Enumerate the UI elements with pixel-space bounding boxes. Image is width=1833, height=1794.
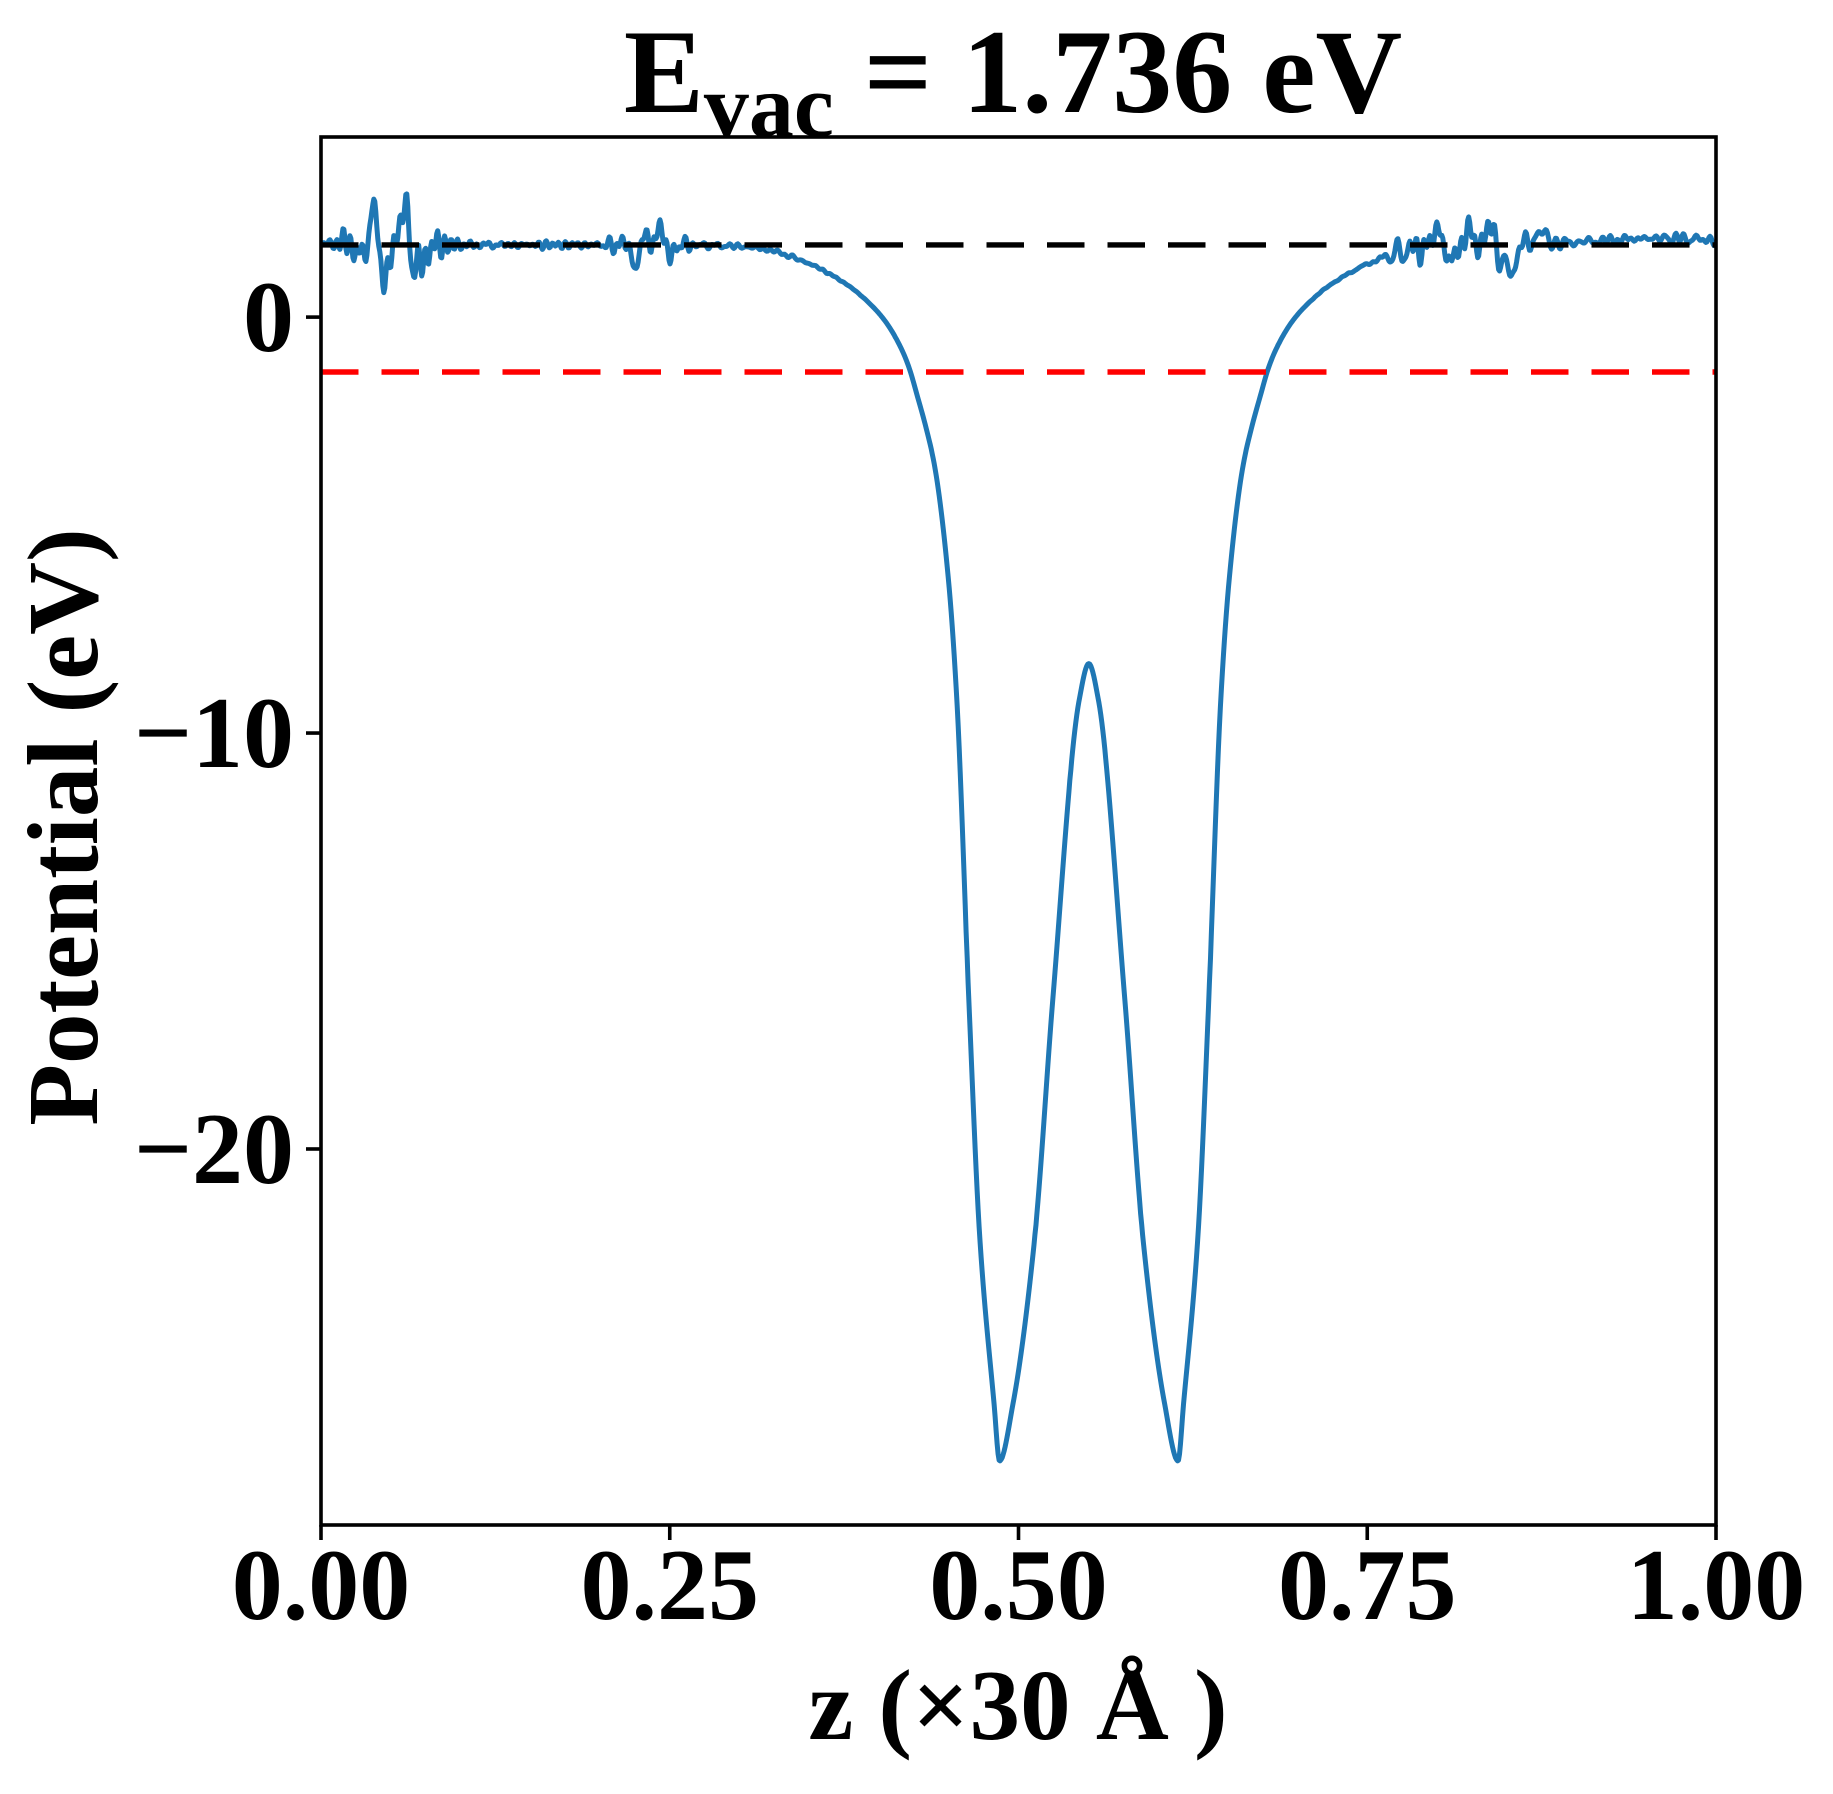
x-tick-label: 0.75 [1278,1529,1457,1642]
x-tick-label: 1.00 [1627,1529,1806,1642]
y-tick-label: −20 [134,1093,294,1206]
potential-curve-series [321,191,1716,1464]
x-tick-label: 0.00 [232,1529,411,1642]
title-symbol: E [624,5,704,138]
chart-title: Evac = 1.736 eV [624,5,1402,156]
y-tick-label: −10 [134,677,294,790]
curve-layer [321,191,1716,1464]
y-axis-label: Potential (eV) [7,528,119,1125]
x-tick-label: 0.25 [581,1529,760,1642]
plot-area: 0.00 0.25 0.50 0.75 1.00 0 −10 −20 [134,135,1806,1642]
y-axis-ticks [306,315,321,1151]
title-subscript: vac [704,57,834,156]
x-tick-label: 0.50 [929,1529,1108,1642]
x-axis-label: z (×30 Å ) [808,1649,1227,1761]
y-axis-tick-labels: 0 −10 −20 [134,261,294,1206]
title-value: = 1.736 eV [834,5,1402,138]
y-tick-label: 0 [243,261,294,374]
x-axis-ticks [319,1525,1718,1540]
x-axis-tick-labels: 0.00 0.25 0.50 0.75 1.00 [232,1529,1806,1642]
